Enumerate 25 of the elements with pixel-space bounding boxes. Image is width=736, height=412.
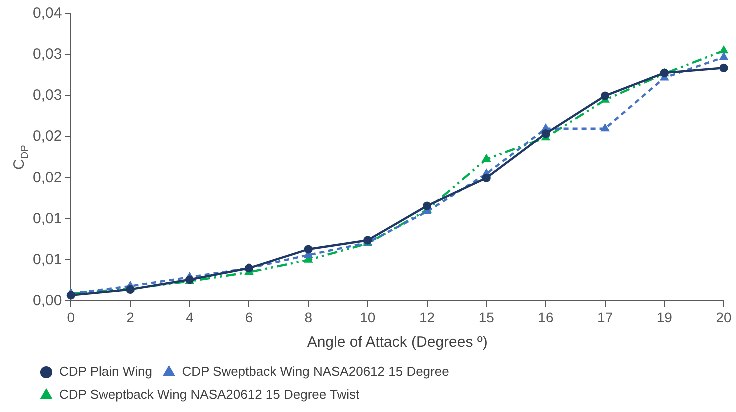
- x-tick-label: 20: [716, 309, 732, 326]
- x-tick-label: 0: [67, 309, 76, 326]
- legend-label: CDP Sweptback Wing NASA20612 15 Degree: [182, 364, 450, 380]
- x-tick-label: 15: [478, 309, 495, 326]
- y-tick-label: 0,02: [32, 128, 62, 146]
- x-tick-label: 8: [304, 309, 313, 326]
- y-tick-label: 0,01: [32, 210, 62, 228]
- legend-label: CDP Sweptback Wing NASA20612 15 Degree Twist: [60, 387, 360, 402]
- x-tick-label: 17: [598, 309, 614, 326]
- x-axis-title: Angle of Attack (Degrees º): [307, 334, 488, 352]
- x-tick-label: 12: [419, 309, 436, 326]
- y-tick-label: 0,01: [32, 251, 62, 268]
- x-tick-label: 4: [186, 309, 194, 326]
- x-tick-label: 2: [126, 309, 135, 326]
- y-tick-label: 0,03: [32, 87, 62, 104]
- y-tick-label: 0,04: [32, 5, 62, 22]
- y-tick-label: 0,02: [32, 169, 62, 186]
- x-tick-label: 10: [360, 309, 376, 326]
- x-tick-label: 6: [245, 309, 254, 326]
- y-axis-title: CDP: [11, 144, 31, 170]
- y-tick-label: 0,00: [32, 292, 62, 310]
- legend-label: CDP Plain Wing: [60, 364, 152, 380]
- y-tick-label: 0,03: [32, 46, 62, 64]
- x-tick-label: 19: [656, 309, 673, 326]
- x-tick-label: 16: [538, 309, 554, 326]
